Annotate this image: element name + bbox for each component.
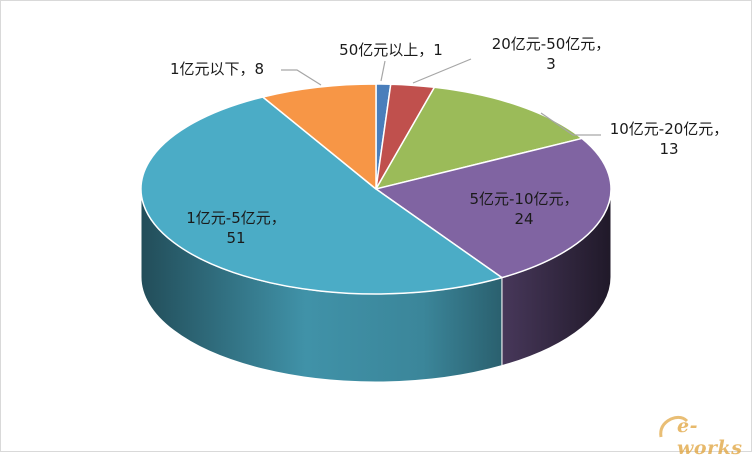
leader-line-0: [380, 60, 386, 82]
data-label-4: 1亿元-5亿元， 51: [186, 209, 286, 247]
watermark-text: e-works: [677, 415, 743, 459]
data-label-2: 10亿元-20亿元， 13: [610, 120, 729, 158]
leader-line-5: [281, 69, 322, 86]
leader-line-2: [540, 112, 601, 136]
pie-slice-4: [140, 96, 503, 295]
data-label-0: 50亿元以上，1: [339, 41, 443, 59]
watermark-logo: [659, 415, 689, 438]
pie-slice-5: [262, 83, 377, 190]
data-label-3: 5亿元-10亿元， 24: [469, 190, 578, 228]
leader-line-1: [412, 58, 472, 84]
pie-slice-2: [375, 86, 583, 190]
pie-slice-3: [375, 137, 612, 279]
data-label-1: 20亿元-50亿元， 3: [492, 35, 611, 73]
data-label-5: 1亿元以下，8: [170, 60, 264, 78]
